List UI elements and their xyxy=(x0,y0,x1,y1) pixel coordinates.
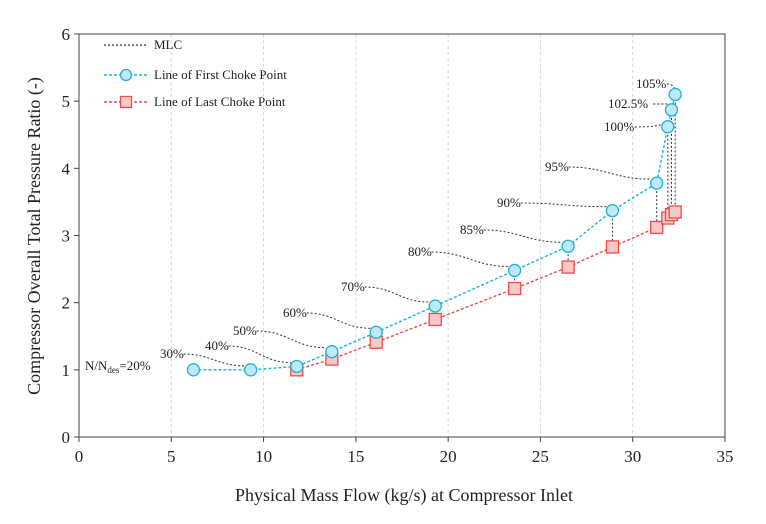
x-tick-label: 5 xyxy=(167,447,176,466)
speed-label-leader xyxy=(568,166,651,180)
series-group xyxy=(186,87,682,377)
last-choke-point xyxy=(605,240,620,254)
speed-label: 105% xyxy=(636,76,667,91)
legend-last-marker xyxy=(119,95,133,109)
speed-label: 50% xyxy=(233,323,257,338)
speed-label: 30% xyxy=(160,346,184,361)
speed-label-leader xyxy=(364,286,430,303)
x-tick-label: 10 xyxy=(255,447,272,466)
speed-label-leader xyxy=(483,229,563,243)
first-choke-point xyxy=(561,239,575,253)
y-tick-label: 2 xyxy=(62,294,71,313)
last-choke-point xyxy=(507,281,522,296)
speed-label: 95% xyxy=(545,159,569,174)
mlc-lines xyxy=(296,94,676,370)
x-axis-title: Physical Mass Flow (kg/s) at Compressor … xyxy=(235,485,573,506)
x-tick-label: 20 xyxy=(440,447,457,466)
x-tick-label: 30 xyxy=(624,447,641,466)
y-tick-label: 5 xyxy=(62,92,71,111)
speed-labels: N/Ndes=20% 30% 40% 50% 60% 70% 80% 85% 90% 95% 100… xyxy=(85,76,667,375)
speed-label: 102.5% xyxy=(608,96,648,111)
first-choke-point xyxy=(186,363,201,377)
first-choke-point xyxy=(290,359,304,374)
first-choke-line xyxy=(193,94,676,371)
speed-label-leaders xyxy=(183,83,675,367)
legend-first-label: Line of First Choke Point xyxy=(154,67,287,82)
speed-label: 90% xyxy=(497,195,521,210)
speed-label: N/Ndes=20% xyxy=(85,358,151,375)
speed-label-leader xyxy=(306,312,371,329)
speed-label-leader xyxy=(228,345,291,363)
speed-label-leader xyxy=(666,83,675,89)
y-tick-labels: 0 1 2 3 4 5 6 xyxy=(62,25,79,447)
speed-label-leader xyxy=(256,330,326,349)
x-tick-label: 15 xyxy=(347,447,364,466)
speed-label: 40% xyxy=(205,338,229,353)
y-axis-title: Compressor Overall Total Pressure Ratio … xyxy=(24,77,45,395)
last-choke-point xyxy=(668,205,682,219)
first-choke-point xyxy=(668,87,682,102)
first-choke-point xyxy=(244,363,258,377)
first-choke-point xyxy=(650,176,664,190)
legend-first-marker xyxy=(119,68,133,82)
last-choke-point xyxy=(650,220,664,235)
legend-mlc-label: MLC xyxy=(154,37,182,52)
x-tick-label: 35 xyxy=(717,447,734,466)
speed-label: 70% xyxy=(341,279,365,294)
speed-label: 100% xyxy=(604,119,635,134)
first-choke-point xyxy=(664,103,679,117)
y-tick-label: 3 xyxy=(62,227,71,246)
first-choke-point xyxy=(661,120,675,134)
first-choke-point xyxy=(369,325,383,339)
speed-label-leader xyxy=(520,202,607,208)
speed-label: 80% xyxy=(408,244,432,259)
speed-label-leader xyxy=(431,251,509,267)
first-choke-point xyxy=(605,203,620,218)
y-tick-label: 0 xyxy=(62,428,71,447)
last-choke-point xyxy=(428,312,442,327)
last-choke-point xyxy=(561,260,575,274)
x-tick-label: 25 xyxy=(532,447,549,466)
y-tick-label: 1 xyxy=(62,361,71,380)
y-tick-label: 4 xyxy=(62,159,71,178)
speed-label: 60% xyxy=(283,305,307,320)
x-tick-label: 0 xyxy=(75,447,84,466)
first-choke-point xyxy=(507,263,522,278)
first-choke-point xyxy=(428,299,442,313)
axes: 0 5 10 15 20 25 30 35 0 1 2 3 4 5 6 xyxy=(62,25,734,466)
speed-label: 85% xyxy=(460,222,484,237)
first-choke-point xyxy=(325,345,339,359)
legend: MLC Line of First Choke Point Line of La… xyxy=(104,37,287,109)
x-tick-labels: 0 5 10 15 20 25 30 35 xyxy=(75,437,734,466)
legend-last-label: Line of Last Choke Point xyxy=(154,94,286,109)
y-tick-label: 6 xyxy=(62,25,71,44)
